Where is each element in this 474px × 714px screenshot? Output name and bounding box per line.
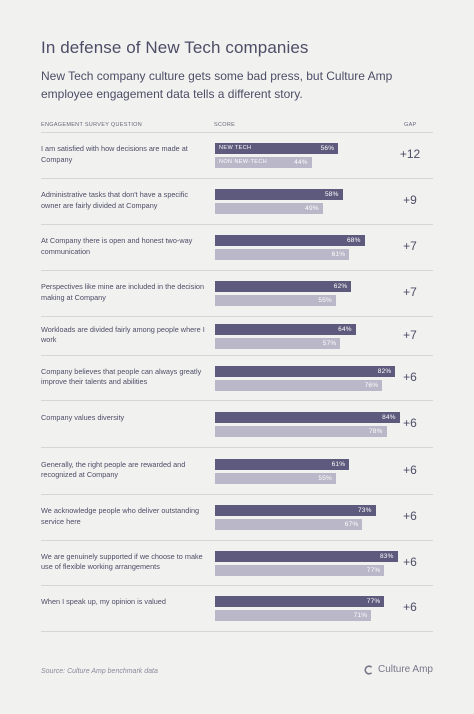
non-new-tech-bar: 44% NON NEW-TECH bbox=[215, 157, 312, 168]
gap-value: +6 bbox=[403, 415, 417, 430]
gap-column-header: GAP bbox=[404, 122, 417, 128]
new-tech-bar: 58% bbox=[215, 189, 343, 200]
row-divider bbox=[41, 585, 433, 586]
question-label: I am satisfied with how decisions are ma… bbox=[41, 144, 188, 164]
row-divider bbox=[41, 631, 433, 632]
new-tech-bar: 61% bbox=[215, 458, 350, 470]
gap-value: +6 bbox=[403, 600, 417, 614]
row-divider bbox=[41, 447, 433, 448]
row-divider bbox=[41, 540, 433, 541]
non-new-tech-bar: 57% bbox=[215, 337, 341, 349]
new-tech-bar: 82% bbox=[215, 365, 396, 377]
gap-value: +7 bbox=[403, 327, 417, 342]
non-new-tech-bar: 49% bbox=[215, 203, 323, 214]
new-tech-bar: 62% bbox=[215, 281, 352, 292]
row-divider bbox=[41, 355, 433, 356]
bar-value-label: 84% bbox=[382, 413, 396, 421]
score-column-header: SCORE bbox=[214, 122, 236, 128]
row-divider bbox=[41, 132, 433, 133]
bar-value-label: 67% bbox=[344, 521, 359, 528]
new-tech-bar: 84% bbox=[215, 411, 400, 423]
non-new-tech-bar: 71% bbox=[215, 610, 372, 621]
new-tech-bar: 83% bbox=[215, 550, 398, 562]
bar-value-label: 61% bbox=[331, 460, 346, 468]
new-tech-series-label: NEW TECH bbox=[219, 145, 252, 151]
row-divider bbox=[41, 494, 433, 495]
bar-value-label: 82% bbox=[377, 367, 392, 375]
row-divider bbox=[41, 316, 433, 317]
non-new-tech-bar: 55% bbox=[215, 472, 336, 484]
question-label: Company believes that people can always … bbox=[41, 366, 202, 387]
chart-subtitle: New Tech company culture gets some bad p… bbox=[41, 69, 393, 101]
bar-value-label: 77% bbox=[366, 598, 381, 605]
bar-value-label: 83% bbox=[379, 552, 394, 560]
bar-value-label: 77% bbox=[366, 566, 381, 574]
gap-value: +7 bbox=[403, 239, 417, 253]
non-new-tech-bar: 61% bbox=[215, 249, 350, 260]
question-label: When I speak up, my opinion is valued bbox=[41, 597, 166, 606]
brand-name: Culture Amp bbox=[377, 664, 433, 675]
bar-value-label: 64% bbox=[338, 325, 352, 333]
bar-value-label: 44% bbox=[294, 159, 308, 166]
question-label: Perspectives like mine are included in t… bbox=[41, 282, 205, 302]
bar-value-label: 57% bbox=[322, 339, 337, 347]
gap-value: +6 bbox=[403, 462, 417, 477]
bar-value-label: 68% bbox=[346, 237, 361, 244]
bar-value-label: 55% bbox=[318, 297, 332, 304]
bar-value-label: 61% bbox=[331, 251, 346, 258]
gap-value: +9 bbox=[403, 193, 417, 207]
question-label: At Company there is open and honest two-… bbox=[41, 236, 193, 256]
question-label: Administrative tasks that don't have a s… bbox=[41, 190, 188, 210]
bar-value-label: 49% bbox=[305, 205, 319, 212]
row-divider bbox=[41, 270, 433, 271]
question-label: We are genuinely supported if we choose … bbox=[41, 551, 203, 572]
non-new-tech-bar: 76% bbox=[215, 379, 383, 391]
non-new-tech-series-label: NON NEW-TECH bbox=[219, 159, 268, 165]
new-tech-bar: 68% bbox=[215, 235, 365, 246]
row-divider bbox=[41, 178, 433, 179]
bar-value-label: 62% bbox=[333, 283, 348, 290]
gap-value: +6 bbox=[403, 509, 417, 523]
bar-value-label: 71% bbox=[353, 612, 368, 619]
gap-value: +6 bbox=[403, 554, 417, 569]
bar-value-label: 78% bbox=[368, 427, 383, 435]
non-new-tech-bar: 77% bbox=[215, 564, 385, 576]
bar-value-label: 73% bbox=[357, 507, 372, 514]
bar-value-label: 56% bbox=[320, 145, 335, 152]
brand-logo: Culture Amp bbox=[364, 664, 433, 675]
gap-value: +6 bbox=[403, 369, 417, 384]
new-tech-bar: 64% bbox=[215, 323, 356, 335]
bar-value-label: 55% bbox=[318, 474, 332, 482]
question-label: We acknowledge people who deliver outsta… bbox=[41, 506, 200, 526]
question-label: Company values diversity bbox=[41, 412, 125, 422]
bar-value-label: 58% bbox=[324, 191, 339, 198]
question-column-header: ENGAGEMENT SURVEY QUESTION bbox=[41, 122, 143, 128]
row-divider bbox=[41, 400, 433, 401]
question-label: Workloads are divided fairly among peopl… bbox=[41, 324, 205, 345]
row-divider bbox=[41, 224, 433, 225]
new-tech-bar: 77% bbox=[215, 596, 385, 607]
culture-amp-logo-icon bbox=[364, 664, 373, 675]
chart-title: In defense of New Tech companies bbox=[41, 38, 309, 57]
new-tech-bar: 56% NEW TECH bbox=[215, 143, 339, 154]
gap-value: +12 bbox=[399, 147, 421, 161]
non-new-tech-bar: 55% bbox=[215, 295, 336, 306]
non-new-tech-bar: 78% bbox=[215, 425, 387, 437]
bar-value-label: 76% bbox=[364, 381, 379, 389]
gap-value: +7 bbox=[403, 285, 417, 299]
new-tech-bar: 73% bbox=[215, 505, 376, 516]
question-label: Generally, the right people are rewarded… bbox=[41, 459, 186, 480]
non-new-tech-bar: 67% bbox=[215, 519, 363, 530]
source-note: Source: Culture Amp benchmark data bbox=[41, 668, 158, 675]
